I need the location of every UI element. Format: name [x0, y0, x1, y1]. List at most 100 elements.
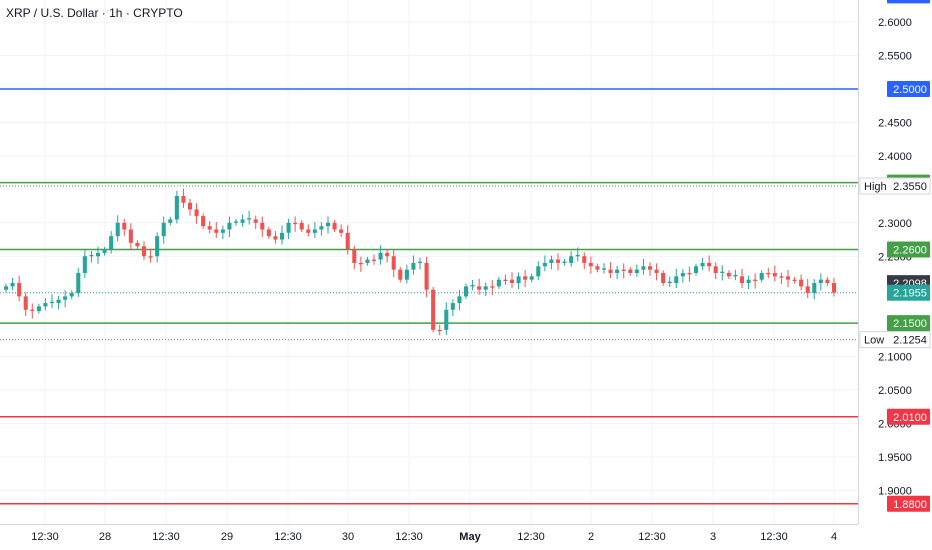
- price-tick-label: 2.3000: [878, 218, 912, 230]
- candle: [56, 299, 61, 304]
- time-axis[interactable]: 12:30 28 12:30 29 12:30 30 12:30 May 12:30 2 12:30…: [0, 524, 858, 544]
- chart-title: XRP / U.S. Dollar · 1h · CRYPTO: [6, 6, 183, 20]
- time-tick-label: 2: [588, 531, 594, 543]
- candle: [43, 303, 48, 307]
- time-tick-label: 28: [99, 531, 111, 543]
- candle: [661, 272, 666, 284]
- candle: [89, 254, 94, 257]
- level-label-bg: [887, 0, 930, 4]
- candle: [641, 266, 646, 270]
- candle: [746, 279, 751, 284]
- candle: [792, 279, 797, 282]
- time-tick-label: 30: [342, 531, 354, 543]
- candle: [615, 269, 620, 273]
- candle: [707, 262, 712, 267]
- candle: [582, 256, 587, 263]
- candle: [174, 196, 179, 220]
- candle: [220, 229, 225, 233]
- candle: [404, 269, 409, 280]
- time-tick-label: 12:30: [760, 531, 788, 543]
- price-tick-label: 2.4500: [878, 117, 912, 129]
- candle: [155, 236, 160, 257]
- level-label-bg: [887, 495, 930, 512]
- price-label-bg: [887, 284, 930, 301]
- candle: [365, 259, 370, 263]
- candle: [818, 279, 823, 284]
- candle: [148, 256, 153, 258]
- candle: [181, 196, 186, 203]
- level-label: 2.0100: [893, 412, 927, 424]
- time-tick-label: 4: [831, 531, 837, 543]
- level-label-bg: [887, 315, 930, 332]
- marker-name: High: [864, 181, 887, 193]
- candle: [371, 259, 377, 261]
- candle: [674, 276, 679, 284]
- level-label: 2.6400: [893, 0, 927, 2]
- candle: [424, 262, 429, 290]
- candle: [647, 266, 653, 270]
- marker-bg: [859, 331, 931, 349]
- candle: [529, 276, 534, 280]
- candle: [523, 276, 528, 280]
- level-label-bg: [887, 408, 930, 425]
- candle: [95, 252, 101, 257]
- candle: [293, 222, 298, 225]
- marker-bg: [859, 177, 931, 195]
- candle: [266, 229, 271, 237]
- candle: [273, 236, 278, 240]
- time-tick-label: 12:30: [395, 531, 423, 543]
- candle: [201, 216, 206, 227]
- candle: [634, 269, 639, 273]
- price-axis[interactable]: 2.60002.55002.45002.40002.30002.25002.10…: [858, 0, 932, 550]
- price-tick-label: 2.5500: [878, 51, 912, 63]
- candle: [358, 262, 363, 265]
- candle: [260, 222, 265, 230]
- candle: [720, 271, 725, 273]
- candle: [608, 269, 613, 273]
- price-label: 2.1955: [893, 288, 927, 300]
- candle: [667, 281, 672, 284]
- candle: [490, 286, 495, 288]
- candle: [128, 229, 133, 243]
- candle: [431, 289, 436, 330]
- candle: [279, 232, 285, 240]
- candle: [49, 301, 55, 304]
- price-tick-label: 1.9000: [878, 485, 912, 497]
- level-label: 2.1500: [893, 318, 927, 330]
- candle: [240, 219, 245, 223]
- price-tick-label: 1.9500: [878, 452, 912, 464]
- candle: [536, 266, 541, 277]
- candle: [444, 309, 449, 330]
- level-label: 2.5000: [893, 84, 927, 96]
- candle: [713, 266, 718, 273]
- time-tick-label: May: [459, 531, 481, 543]
- candle: [345, 232, 350, 250]
- candle: [687, 272, 692, 275]
- candle: [378, 252, 383, 260]
- candle: [628, 269, 633, 273]
- candle: [831, 283, 837, 293]
- chart-grid: [0, 0, 858, 524]
- candle: [726, 272, 731, 277]
- candle: [575, 254, 580, 257]
- candle: [569, 256, 574, 263]
- candle: [555, 259, 561, 263]
- marker-name: Low: [864, 335, 884, 347]
- candle: [339, 229, 344, 233]
- candle: [562, 261, 567, 263]
- candle: [391, 256, 396, 270]
- candle: [141, 246, 147, 257]
- price-tick-label: 2.4000: [878, 151, 912, 163]
- candle: [135, 242, 140, 247]
- candle: [253, 219, 258, 223]
- candle: [82, 256, 87, 273]
- candle: [30, 309, 35, 312]
- level-label-bg: [887, 81, 930, 97]
- candle: [483, 286, 488, 290]
- candle: [115, 222, 120, 237]
- candle: [352, 249, 357, 263]
- candle: [450, 303, 455, 310]
- candle: [825, 279, 830, 284]
- candle: [766, 272, 771, 275]
